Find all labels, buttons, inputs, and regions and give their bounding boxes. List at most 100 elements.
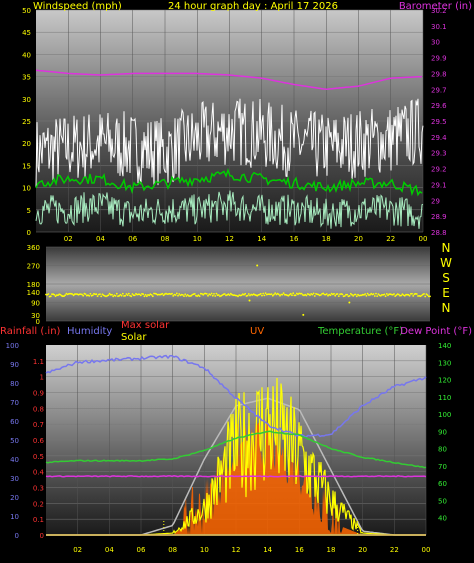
direction-point <box>264 292 267 295</box>
direction-point <box>112 295 115 298</box>
wind-tick-label: 45 <box>22 29 31 37</box>
barometer-tick-label: 30 <box>431 39 440 47</box>
direction-point <box>205 293 208 295</box>
direction-point <box>190 294 193 297</box>
direction-point <box>150 294 153 296</box>
direction-point <box>352 295 355 297</box>
direction-point <box>84 293 87 295</box>
direction-point <box>341 293 344 296</box>
wind-x-tick-label: 12 <box>225 235 234 243</box>
direction-point <box>126 294 129 297</box>
wind-tick-label: 25 <box>22 118 31 126</box>
compass-label: E <box>442 286 450 300</box>
direction-point <box>312 292 315 295</box>
direction-tick-label: 180 <box>27 281 40 289</box>
wind-x-tick-label: 14 <box>257 235 266 243</box>
direction-point <box>91 294 94 297</box>
direction-point <box>365 294 368 297</box>
direction-point <box>185 295 188 297</box>
direction-point <box>393 293 395 295</box>
direction-point <box>334 294 337 297</box>
direction-point <box>115 292 118 295</box>
direction-point <box>95 293 98 296</box>
temperature-line <box>45 430 427 469</box>
temperature-tick-label: 40 <box>438 515 447 523</box>
direction-point <box>144 293 147 296</box>
wind-tick-label: 0 <box>27 229 31 237</box>
rain-tick-label: 0.4 <box>33 469 45 477</box>
direction-point <box>408 294 411 297</box>
wind-tick-label: 10 <box>22 185 31 193</box>
direction-point <box>415 293 418 295</box>
solar-legend-label: Solar <box>121 332 147 343</box>
direction-point <box>366 292 369 295</box>
wind-tick-label: 20 <box>22 140 31 148</box>
direction-point <box>319 294 322 296</box>
direction-point <box>63 295 65 297</box>
humidity-tick-label: 0 <box>15 532 19 540</box>
direction-point <box>131 293 134 295</box>
direction-point <box>130 295 133 298</box>
direction-point <box>327 294 329 297</box>
direction-point <box>259 292 262 295</box>
direction-point <box>143 295 146 298</box>
direction-point <box>294 294 297 297</box>
humidity-tick-label: 10 <box>10 513 19 521</box>
humidity-tick-label: 70 <box>10 399 19 407</box>
humidity-tick-label: 80 <box>10 380 19 388</box>
wind-tick-label: 50 <box>22 7 31 15</box>
direction-point <box>237 295 239 298</box>
dew-point-legend-label: Dew Point (°F) <box>400 326 472 337</box>
direction-point <box>377 293 380 295</box>
wind-x-tick-label: 08 <box>161 235 170 243</box>
direction-point <box>291 294 293 297</box>
barometer-tick-label: 28.9 <box>431 213 447 221</box>
direction-point <box>145 295 148 298</box>
direction-point <box>54 295 57 298</box>
direction-point <box>124 294 127 297</box>
direction-point <box>119 293 122 296</box>
rain-tick-label: 0.3 <box>33 485 44 493</box>
rain-tick-label: 0.7 <box>33 421 44 429</box>
direction-point <box>348 295 351 297</box>
direction-point <box>274 292 277 295</box>
temperature-tick-label: 110 <box>438 394 451 402</box>
direction-point <box>59 293 62 296</box>
graph-title: 24 hour graph day : April 17 2026 <box>168 1 338 12</box>
direction-tick-label: 140 <box>27 289 40 297</box>
direction-point <box>249 294 251 297</box>
direction-point <box>322 292 325 295</box>
direction-point <box>172 295 175 297</box>
barometer-tick-label: 29.1 <box>431 181 447 189</box>
direction-point <box>282 292 285 294</box>
direction-point <box>300 292 303 295</box>
direction-point <box>397 293 400 296</box>
direction-point <box>429 295 431 298</box>
humidity-tick-label: 100 <box>6 342 19 350</box>
temperature-tick-label: 90 <box>438 428 447 436</box>
direction-point <box>355 295 358 298</box>
direction-point <box>261 294 263 297</box>
direction-point <box>343 295 346 297</box>
direction-point <box>139 294 142 297</box>
weather-x-tick-label: 08 <box>168 546 177 554</box>
direction-point <box>100 295 103 298</box>
wind-x-tick-label: 04 <box>96 235 105 243</box>
direction-point <box>183 295 185 297</box>
direction-point <box>138 293 141 296</box>
barometer-tick-label: 29.4 <box>431 134 447 142</box>
direction-point <box>49 295 52 298</box>
wind-tick-label: 30 <box>22 96 31 104</box>
direction-point <box>53 293 56 296</box>
direction-point <box>217 294 220 296</box>
direction-point <box>175 292 178 295</box>
barometer-tick-label: 29.8 <box>431 70 447 78</box>
direction-point <box>148 294 151 297</box>
direction-point <box>270 293 273 295</box>
direction-point <box>214 295 217 297</box>
wind-x-tick-label: 06 <box>128 235 137 243</box>
direction-point <box>198 295 201 297</box>
rainfall-axis-title: Rainfall (.in) <box>0 326 61 337</box>
temperature-tick-label: 140 <box>438 342 451 350</box>
barometer-tick-label: 29.7 <box>431 86 447 94</box>
